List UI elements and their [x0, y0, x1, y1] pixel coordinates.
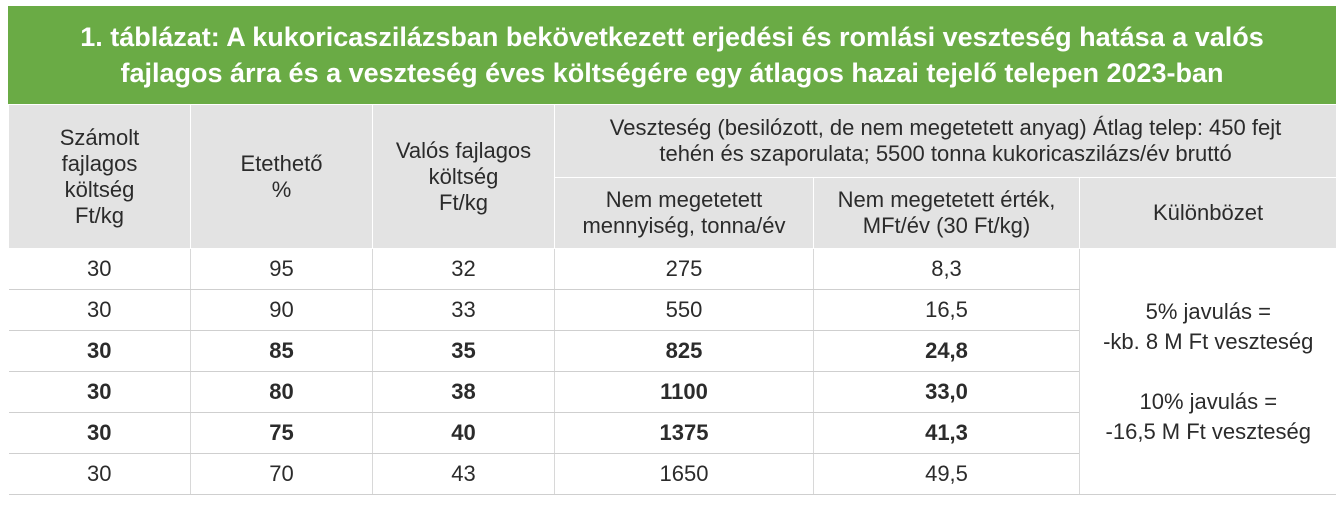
cell-qty: 1375	[554, 412, 814, 454]
header-real-cost: Valós fajlagos költség Ft/kg	[372, 104, 555, 249]
cell-qty: 275	[554, 248, 814, 290]
cell-value: 8,3	[813, 248, 1080, 290]
cell-value: 49,5	[813, 453, 1080, 495]
cell-feedable: 85	[190, 330, 373, 372]
cell-feedable: 95	[190, 248, 373, 290]
cell-real: 43	[372, 453, 555, 495]
cell-cost: 30	[8, 248, 191, 290]
cell-real: 33	[372, 289, 555, 331]
header-unfed-quantity: Nem megetetett mennyiség, tonna/év	[554, 177, 814, 249]
table-row: 30 95 32 275 8,3 5% javulás = -kb. 8 M Ft vesz…	[8, 248, 1336, 495]
cell-cost: 30	[8, 412, 191, 454]
table-row: 30 85 35 825 24,8	[8, 330, 1336, 372]
cell-cost: 30	[8, 289, 191, 331]
note-10pct-line-1: 10% javulás =	[1139, 388, 1278, 414]
table-title-line-2: fajlagos árra és a veszteség éves költsé…	[120, 58, 1224, 88]
note-5pct-line-1: 5% javulás =	[1145, 298, 1271, 324]
cell-real: 32	[372, 248, 555, 290]
difference-note: 5% javulás = -kb. 8 M Ft veszteség 10% jav…	[1078, 248, 1336, 495]
cell-qty: 1100	[554, 371, 814, 413]
cell-value: 41,3	[813, 412, 1080, 454]
cell-real: 35	[372, 330, 555, 372]
header-feedable: Etethető%	[190, 104, 373, 249]
cell-qty: 825	[554, 330, 814, 372]
table-title-line-1: 1. táblázat: A kukoricaszilázsban beköve…	[80, 22, 1264, 52]
cell-cost: 30	[8, 371, 191, 413]
table-row: 30 70 43 1650 49,5	[8, 453, 1336, 495]
cell-real: 40	[372, 412, 555, 454]
table-row: 30 80 38 1100 33,0	[8, 371, 1336, 413]
cell-qty: 1650	[554, 453, 814, 495]
header-calculated-cost: Számolt fajlagos költség Ft/kg	[8, 104, 191, 249]
cell-cost: 30	[8, 330, 191, 372]
cell-value: 16,5	[813, 289, 1080, 331]
table-row: 30 90 33 550 16,5	[8, 289, 1336, 331]
cell-qty: 550	[554, 289, 814, 331]
data-table: Számolt fajlagos költség Ft/kg Etethető% Va…	[8, 104, 1336, 495]
table-title: 1. táblázat: A kukoricaszilázsban beköve…	[8, 6, 1336, 104]
table-row: 30 75 40 1375 41,3	[8, 412, 1336, 454]
cell-real: 38	[372, 371, 555, 413]
note-10pct-line-2: -16,5 M Ft veszteség	[1105, 418, 1311, 444]
note-5pct-line-2: -kb. 8 M Ft veszteség	[1103, 328, 1314, 354]
cell-feedable: 90	[190, 289, 373, 331]
header-unfed-value: Nem megetetett érték, MFt/év (30 Ft/kg)	[813, 177, 1080, 249]
cell-value: 33,0	[813, 371, 1080, 413]
header-loss-group: Veszteség (besilózott, de nem megetetett…	[553, 104, 1336, 178]
cell-value: 24,8	[813, 330, 1080, 372]
cell-feedable: 80	[190, 371, 373, 413]
cell-cost: 30	[8, 453, 191, 495]
cell-feedable: 70	[190, 453, 373, 495]
cell-feedable: 75	[190, 412, 373, 454]
header-difference: Különbözet	[1078, 177, 1336, 249]
